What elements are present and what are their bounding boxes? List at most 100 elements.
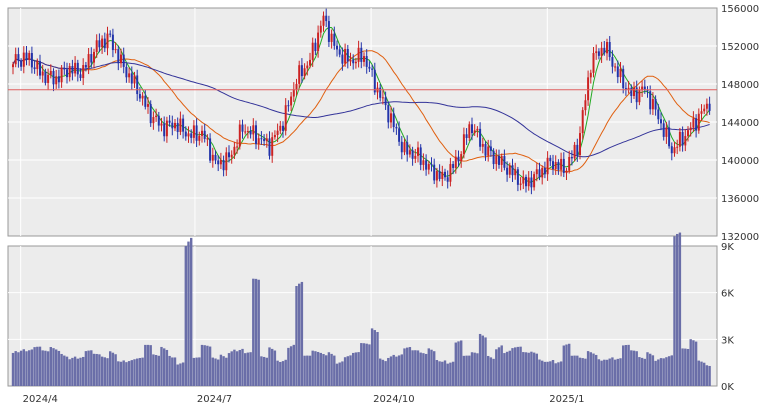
candle-body (479, 128, 482, 147)
candle-body (573, 144, 576, 159)
volume-bar (92, 353, 96, 386)
candle-body (678, 131, 681, 147)
candle-body (195, 125, 198, 141)
volume-bar (514, 347, 517, 386)
candle-body (282, 125, 284, 131)
volume-bar (295, 286, 298, 386)
candle-body (708, 103, 711, 111)
volume-bar (492, 358, 495, 386)
volume-bar (233, 349, 236, 386)
volume-bar (14, 351, 17, 386)
volume-bar (568, 343, 571, 386)
candle-body (52, 70, 55, 85)
volume-bar (665, 357, 668, 386)
price-tick-label: 136000 (721, 194, 759, 205)
candle-body (668, 127, 671, 147)
volume-bar (700, 361, 703, 386)
volume-bar (422, 353, 425, 386)
volume-bar (659, 358, 663, 386)
candle-body (255, 125, 257, 144)
candle-body (284, 105, 287, 131)
candle-body (319, 25, 322, 33)
x-tick-label: 2025/1 (549, 394, 584, 405)
candle-body (541, 168, 544, 178)
volume-bar (192, 357, 196, 386)
candle-body (627, 87, 630, 90)
volume-bar (154, 355, 158, 386)
volume-bar (497, 347, 501, 386)
candle-body (138, 94, 141, 99)
volume-bar (214, 358, 217, 386)
candle-body (354, 61, 357, 64)
candle-body (651, 99, 654, 110)
volume-bar (692, 340, 695, 386)
candle-body (379, 87, 382, 98)
volume-bar (622, 345, 625, 386)
volume-bar (246, 352, 250, 386)
candle-body (217, 160, 220, 165)
volume-bar (38, 346, 42, 386)
volume-bar (476, 353, 479, 386)
candle-body (122, 54, 125, 67)
candle-body (576, 144, 579, 156)
candle-body (363, 56, 365, 62)
candle-body (136, 75, 139, 95)
volume-bar (136, 358, 139, 386)
candle-body (508, 165, 511, 175)
volume-bar (179, 363, 182, 386)
candle-body (268, 138, 271, 156)
volume-bar (662, 358, 665, 386)
volume-bar (133, 359, 136, 386)
volume-bar (41, 350, 44, 386)
candle-body (457, 156, 460, 162)
volume-bar (249, 352, 252, 386)
volume-bar (44, 350, 47, 386)
volume-bar (657, 359, 660, 386)
volume-bar (468, 355, 471, 386)
candle-body (408, 150, 411, 155)
candle-body (66, 69, 68, 78)
candle-body (657, 109, 660, 120)
volume-bar (640, 357, 644, 386)
volume-bar (503, 353, 506, 386)
candle-body (211, 154, 214, 161)
candle-body (557, 161, 560, 170)
candle-body (703, 108, 706, 112)
candle-body (606, 42, 608, 54)
candle-body (357, 47, 360, 62)
candle-body (433, 164, 436, 181)
volume-bar (549, 361, 552, 386)
volume-bar (478, 333, 482, 386)
volume-bar (595, 354, 598, 386)
candle-body (249, 131, 252, 135)
candle-body (641, 86, 644, 91)
volume-bar (165, 349, 169, 386)
candle-body (128, 73, 131, 78)
volume-bar (433, 351, 436, 386)
volume-bar (495, 349, 498, 386)
candle-body (309, 59, 311, 66)
volume-bar (157, 355, 160, 386)
volume-bar (573, 355, 576, 386)
candle-body (133, 75, 136, 84)
volume-bar (57, 350, 61, 386)
volume-bar (200, 344, 204, 386)
volume-bar (311, 350, 314, 386)
price-tick-label: 152000 (721, 42, 759, 53)
candle-body (147, 104, 149, 107)
candle-body (30, 53, 33, 68)
candle-body (317, 32, 320, 52)
volume-bar (667, 356, 671, 386)
candle-body (49, 70, 52, 75)
candle-body (157, 115, 160, 126)
candle-body (263, 138, 266, 142)
volume-tick-label: 3K (721, 335, 734, 346)
candle-body (654, 99, 657, 110)
candle-body (265, 138, 268, 142)
candle-body (549, 157, 552, 162)
candle-body (441, 171, 444, 179)
candle-body (163, 123, 166, 137)
candle-body (300, 65, 303, 77)
volume-bar (225, 357, 228, 386)
candle-body (149, 104, 152, 124)
